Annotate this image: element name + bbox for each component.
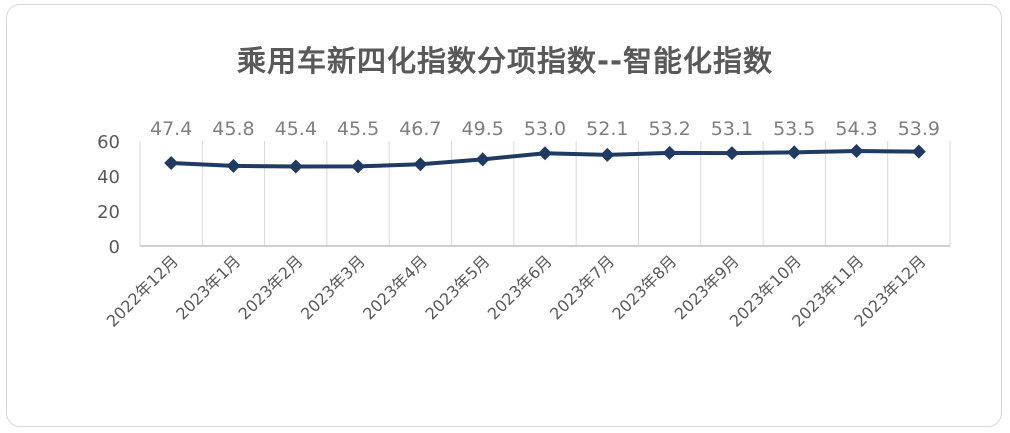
x-tick-label: 2023年4月: [359, 251, 431, 323]
x-tick-label: 2023年3月: [297, 251, 369, 323]
data-label: 53.0: [524, 118, 566, 140]
data-label: 45.4: [275, 118, 317, 140]
data-point-marker: [787, 145, 802, 160]
data-label: 52.1: [586, 118, 628, 140]
data-point-marker: [600, 147, 615, 162]
data-point-marker: [351, 159, 366, 174]
data-label: 53.1: [711, 118, 753, 140]
data-label: 53.5: [773, 118, 815, 140]
data-point-marker: [164, 156, 179, 171]
x-tick-label: 2023年6月: [484, 251, 556, 323]
series-markers: [164, 143, 926, 174]
y-tick-label: 20: [97, 202, 120, 223]
data-label: 53.2: [648, 118, 690, 140]
data-point-marker: [911, 144, 926, 159]
data-label: 54.3: [835, 118, 877, 140]
x-tick-label: 2023年7月: [546, 251, 618, 323]
chart-title: 乘用车新四化指数分项指数--智能化指数: [236, 44, 774, 78]
y-tick-label: 60: [97, 132, 120, 153]
data-point-marker: [288, 159, 303, 174]
y-axis-ticks: 0 20 40 60: [97, 132, 120, 258]
data-label: 45.5: [337, 118, 379, 140]
chart-grid: [139, 141, 951, 246]
data-label: 47.4: [150, 118, 192, 140]
x-tick-label: 2022年12月: [103, 251, 182, 330]
data-point-marker: [475, 152, 490, 167]
data-point-marker: [538, 146, 552, 161]
data-point-marker: [413, 157, 428, 172]
data-label: 53.9: [898, 118, 940, 140]
x-tick-label: 2023年2月: [235, 251, 307, 323]
x-tick-label: 2023年8月: [608, 251, 680, 323]
data-label: 49.5: [462, 118, 504, 140]
data-point-marker: [849, 143, 864, 158]
x-axis-ticks: 2022年12月2023年1月2023年2月2023年3月2023年4月2023…: [103, 251, 930, 330]
y-tick-label: 0: [109, 237, 120, 258]
x-tick-label: 2023年1月: [172, 251, 244, 323]
chart-card: [6, 4, 1002, 427]
data-point-marker: [226, 158, 241, 173]
data-label: 45.8: [212, 118, 254, 140]
data-labels: 47.4 45.8 45.4 45.5 46.7 49.5 53.0 52.1 53.2 53.1…: [150, 118, 940, 140]
data-point-marker: [724, 146, 739, 161]
x-tick-label: 2023年5月: [421, 251, 493, 323]
y-tick-label: 40: [97, 167, 120, 188]
data-point-marker: [662, 145, 677, 160]
data-label: 46.7: [399, 118, 441, 140]
